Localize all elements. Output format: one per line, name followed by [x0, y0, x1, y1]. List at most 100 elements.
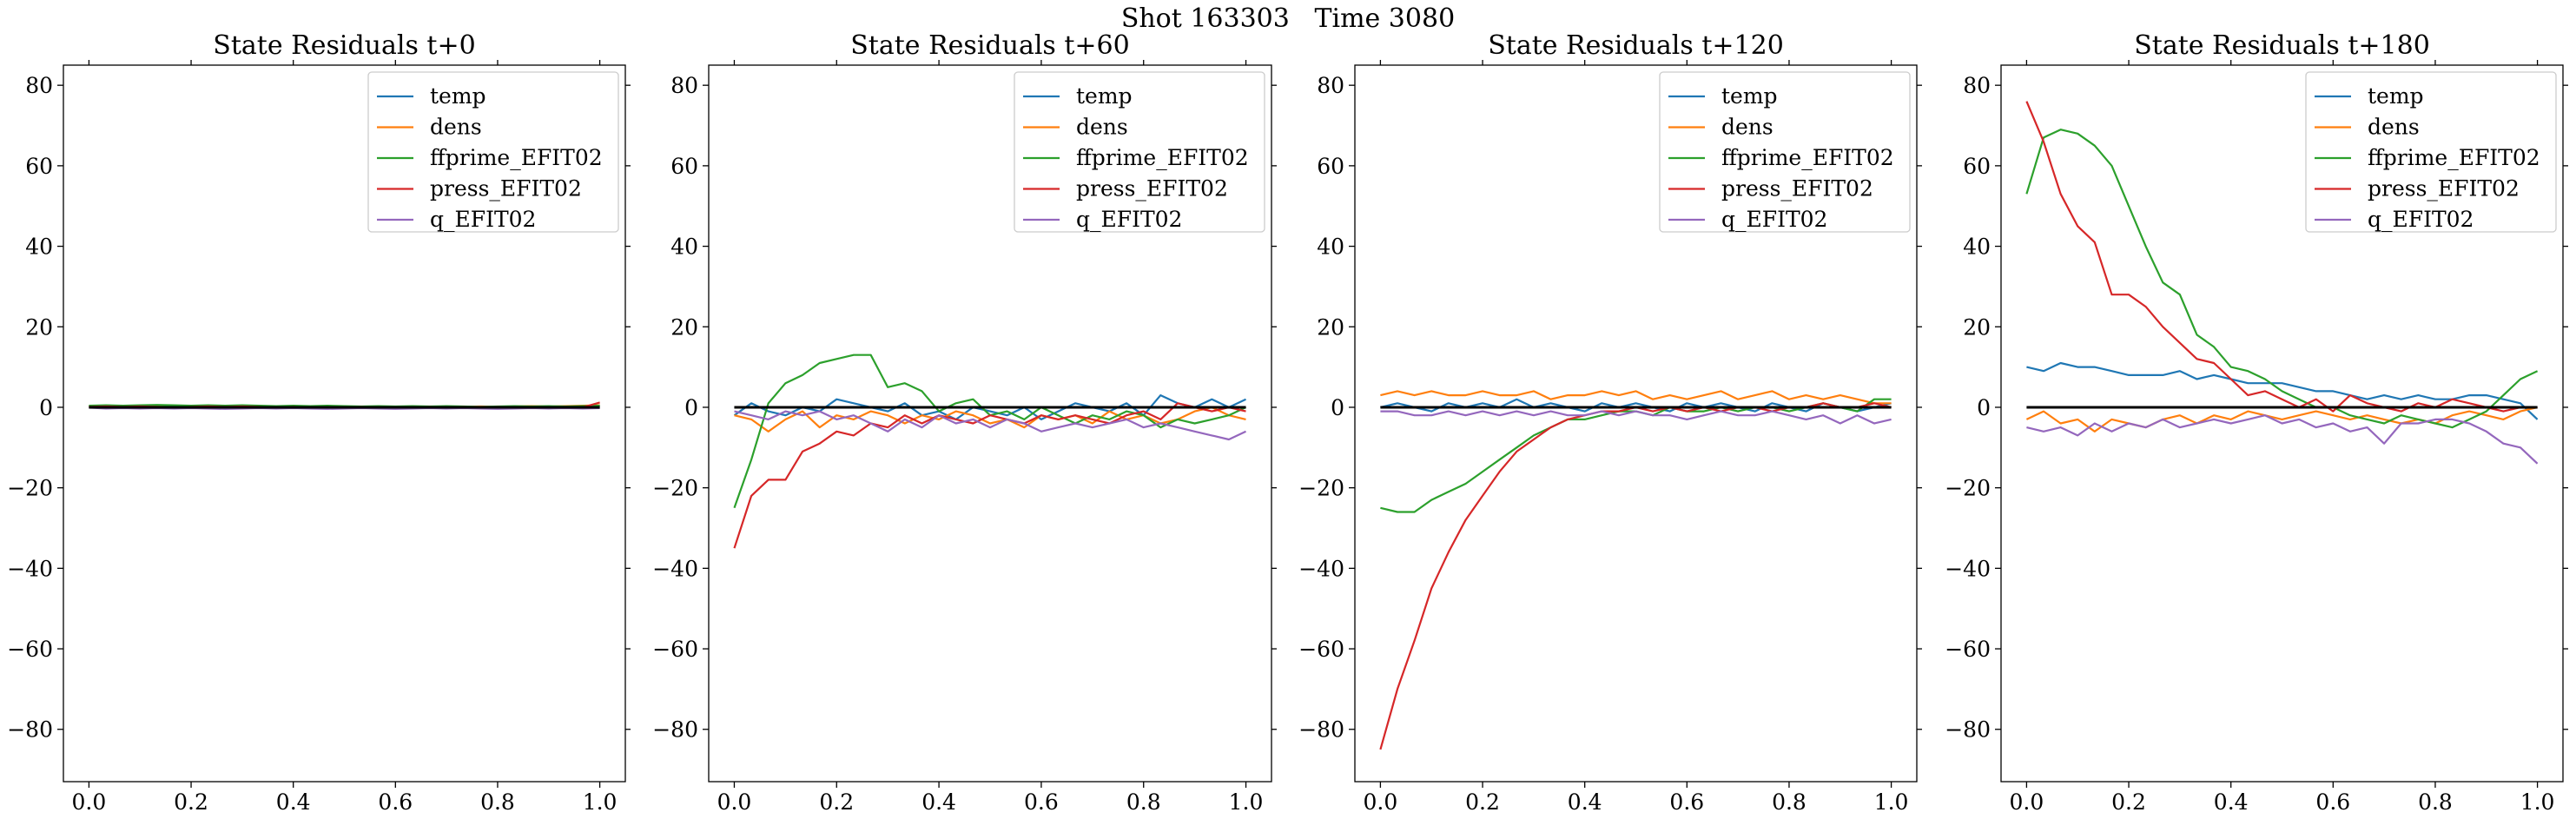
y-tick-label: −20	[652, 476, 698, 501]
y-tick-label: 20	[1963, 314, 1991, 340]
legend-label: press_EFIT02	[1721, 176, 1873, 201]
y-tick-label: 40	[1963, 234, 1991, 260]
x-tick-label: 0.8	[1772, 789, 1807, 815]
x-tick-label: 0.6	[2315, 789, 2350, 815]
x-tick-label: 1.0	[583, 789, 618, 815]
legend-label: dens	[1721, 115, 1773, 140]
axes-frame	[1354, 64, 1918, 783]
legend-label: q_EFIT02	[1076, 207, 1182, 232]
legend-label: q_EFIT02	[1721, 207, 1827, 232]
y-tick-label: 40	[670, 234, 698, 260]
panel-title: State Residuals t+60	[850, 30, 1129, 61]
y-tick-label: 40	[1317, 234, 1344, 260]
y-tick-label: 20	[1317, 314, 1344, 340]
y-tick-label: 0	[684, 395, 698, 420]
series-line-ffprime_EFIT02	[1380, 398, 1892, 513]
y-tick-label: −80	[652, 717, 698, 743]
x-tick-label: 0.2	[174, 789, 208, 815]
chart-panel-0: State Residuals t+0 0.0 0.2 0.4 0.6 0.8 1.0 −80…	[7, 30, 631, 815]
series-line-press_EFIT02	[1379, 402, 1892, 750]
legend-label: temp	[430, 83, 486, 109]
legend-label: press_EFIT02	[1076, 176, 1228, 201]
legend-label: temp	[1721, 83, 1778, 109]
series-line-press_EFIT02	[2025, 101, 2538, 413]
x-tick-label: 0.8	[1126, 789, 1161, 815]
plot-area	[2025, 101, 2539, 465]
x-tick-label: 0.4	[2214, 789, 2249, 815]
y-tick-label: 80	[1963, 73, 1991, 98]
axes-frame	[2000, 64, 2564, 783]
legend-box	[1659, 71, 1911, 233]
x-tick-label: 1.0	[2520, 789, 2555, 815]
series-line-q_EFIT02	[2026, 414, 2539, 465]
chart-panel-1: State Residuals t+60 0.0 0.2 0.4 0.6 0.8 1.0 −8…	[652, 30, 1277, 815]
x-tick-label: 0.2	[2111, 789, 2146, 815]
x-tick-label: 0.0	[717, 789, 752, 815]
y-tick-label: 20	[25, 314, 53, 340]
series-line-ffprime_EFIT02	[733, 353, 1246, 509]
panel-title: State Residuals t+180	[2134, 30, 2430, 61]
chart-panel-3: State Residuals t+180 0.0 0.2 0.4 0.6 0.8 1.0 −…	[1945, 30, 2568, 815]
panel-title: State Residuals t+0	[213, 30, 475, 61]
y-tick-label: 60	[670, 154, 698, 179]
legend: temp dens ffprime_EFIT02 press_EFIT02 q_EFIT…	[367, 71, 619, 233]
y-tick-label: 20	[670, 314, 698, 340]
legend-label: ffprime_EFIT02	[1721, 145, 1894, 170]
y-tick-label: −40	[1298, 556, 1344, 581]
series-line-dens	[1380, 390, 1892, 405]
x-tick-label: 0.6	[1024, 789, 1059, 815]
legend: temp dens ffprime_EFIT02 press_EFIT02 q_EFIT…	[2305, 71, 2557, 233]
x-tick-label: 0.8	[2418, 789, 2453, 815]
x-tick-label: 0.2	[819, 789, 854, 815]
legend-label: temp	[1076, 83, 1133, 109]
x-tick-label: 0.4	[921, 789, 956, 815]
series-line-ffprime_EFIT02	[2025, 129, 2539, 429]
x-tick-label: 0.4	[276, 789, 311, 815]
y-tick-label: 80	[1317, 73, 1344, 98]
figure-title: Shot 163303 Time 3080	[1120, 3, 1456, 34]
legend-label: temp	[2368, 83, 2424, 109]
y-tick-label: −40	[7, 556, 53, 581]
axes-frame	[708, 64, 1272, 783]
legend-box	[2305, 71, 2557, 233]
x-tick-label: 0.6	[1669, 789, 1704, 815]
series-line-press_EFIT02	[733, 402, 1246, 549]
legend-label: dens	[2368, 115, 2420, 140]
legend-label: ffprime_EFIT02	[2368, 145, 2540, 170]
y-tick-label: −60	[7, 637, 53, 662]
x-tick-label: 0.8	[480, 789, 515, 815]
x-tick-label: 1.0	[1874, 789, 1909, 815]
y-tick-label: −80	[1945, 717, 1991, 743]
plot-area	[89, 401, 600, 410]
axes-frame	[63, 64, 626, 783]
x-tick-label: 0.6	[378, 789, 413, 815]
legend-label: ffprime_EFIT02	[1076, 145, 1249, 170]
y-tick-label: 80	[25, 73, 53, 98]
legend-label: dens	[1076, 115, 1128, 140]
y-tick-label: −40	[1945, 556, 1991, 581]
y-tick-label: −80	[7, 717, 53, 743]
legend-box	[367, 71, 619, 233]
legend-label: press_EFIT02	[2368, 176, 2520, 201]
series-line-q_EFIT02	[734, 410, 1246, 441]
x-tick-label: 1.0	[1229, 789, 1264, 815]
series-line-q_EFIT02	[1380, 410, 1892, 425]
legend: temp dens ffprime_EFIT02 press_EFIT02 q_EFIT…	[1014, 71, 1265, 233]
y-tick-label: 60	[25, 154, 53, 179]
chart-panel-2: State Residuals t+120 0.0 0.2 0.4 0.6 0.8 1.0 −…	[1298, 30, 1922, 815]
y-tick-label: 0	[1331, 395, 1344, 420]
y-tick-label: −60	[1298, 637, 1344, 662]
y-tick-label: 0	[1977, 395, 1991, 420]
y-tick-label: 0	[39, 395, 53, 420]
x-tick-label: 0.4	[1568, 789, 1602, 815]
y-tick-label: −60	[1945, 637, 1991, 662]
y-tick-label: 40	[25, 234, 53, 260]
legend-label: press_EFIT02	[430, 176, 582, 201]
x-tick-label: 0.2	[1465, 789, 1500, 815]
y-tick-label: −40	[652, 556, 698, 581]
legend-label: q_EFIT02	[2368, 207, 2474, 232]
y-tick-label: −20	[1945, 476, 1991, 501]
plot-area	[1379, 390, 1892, 750]
x-tick-label: 0.0	[2010, 789, 2044, 815]
